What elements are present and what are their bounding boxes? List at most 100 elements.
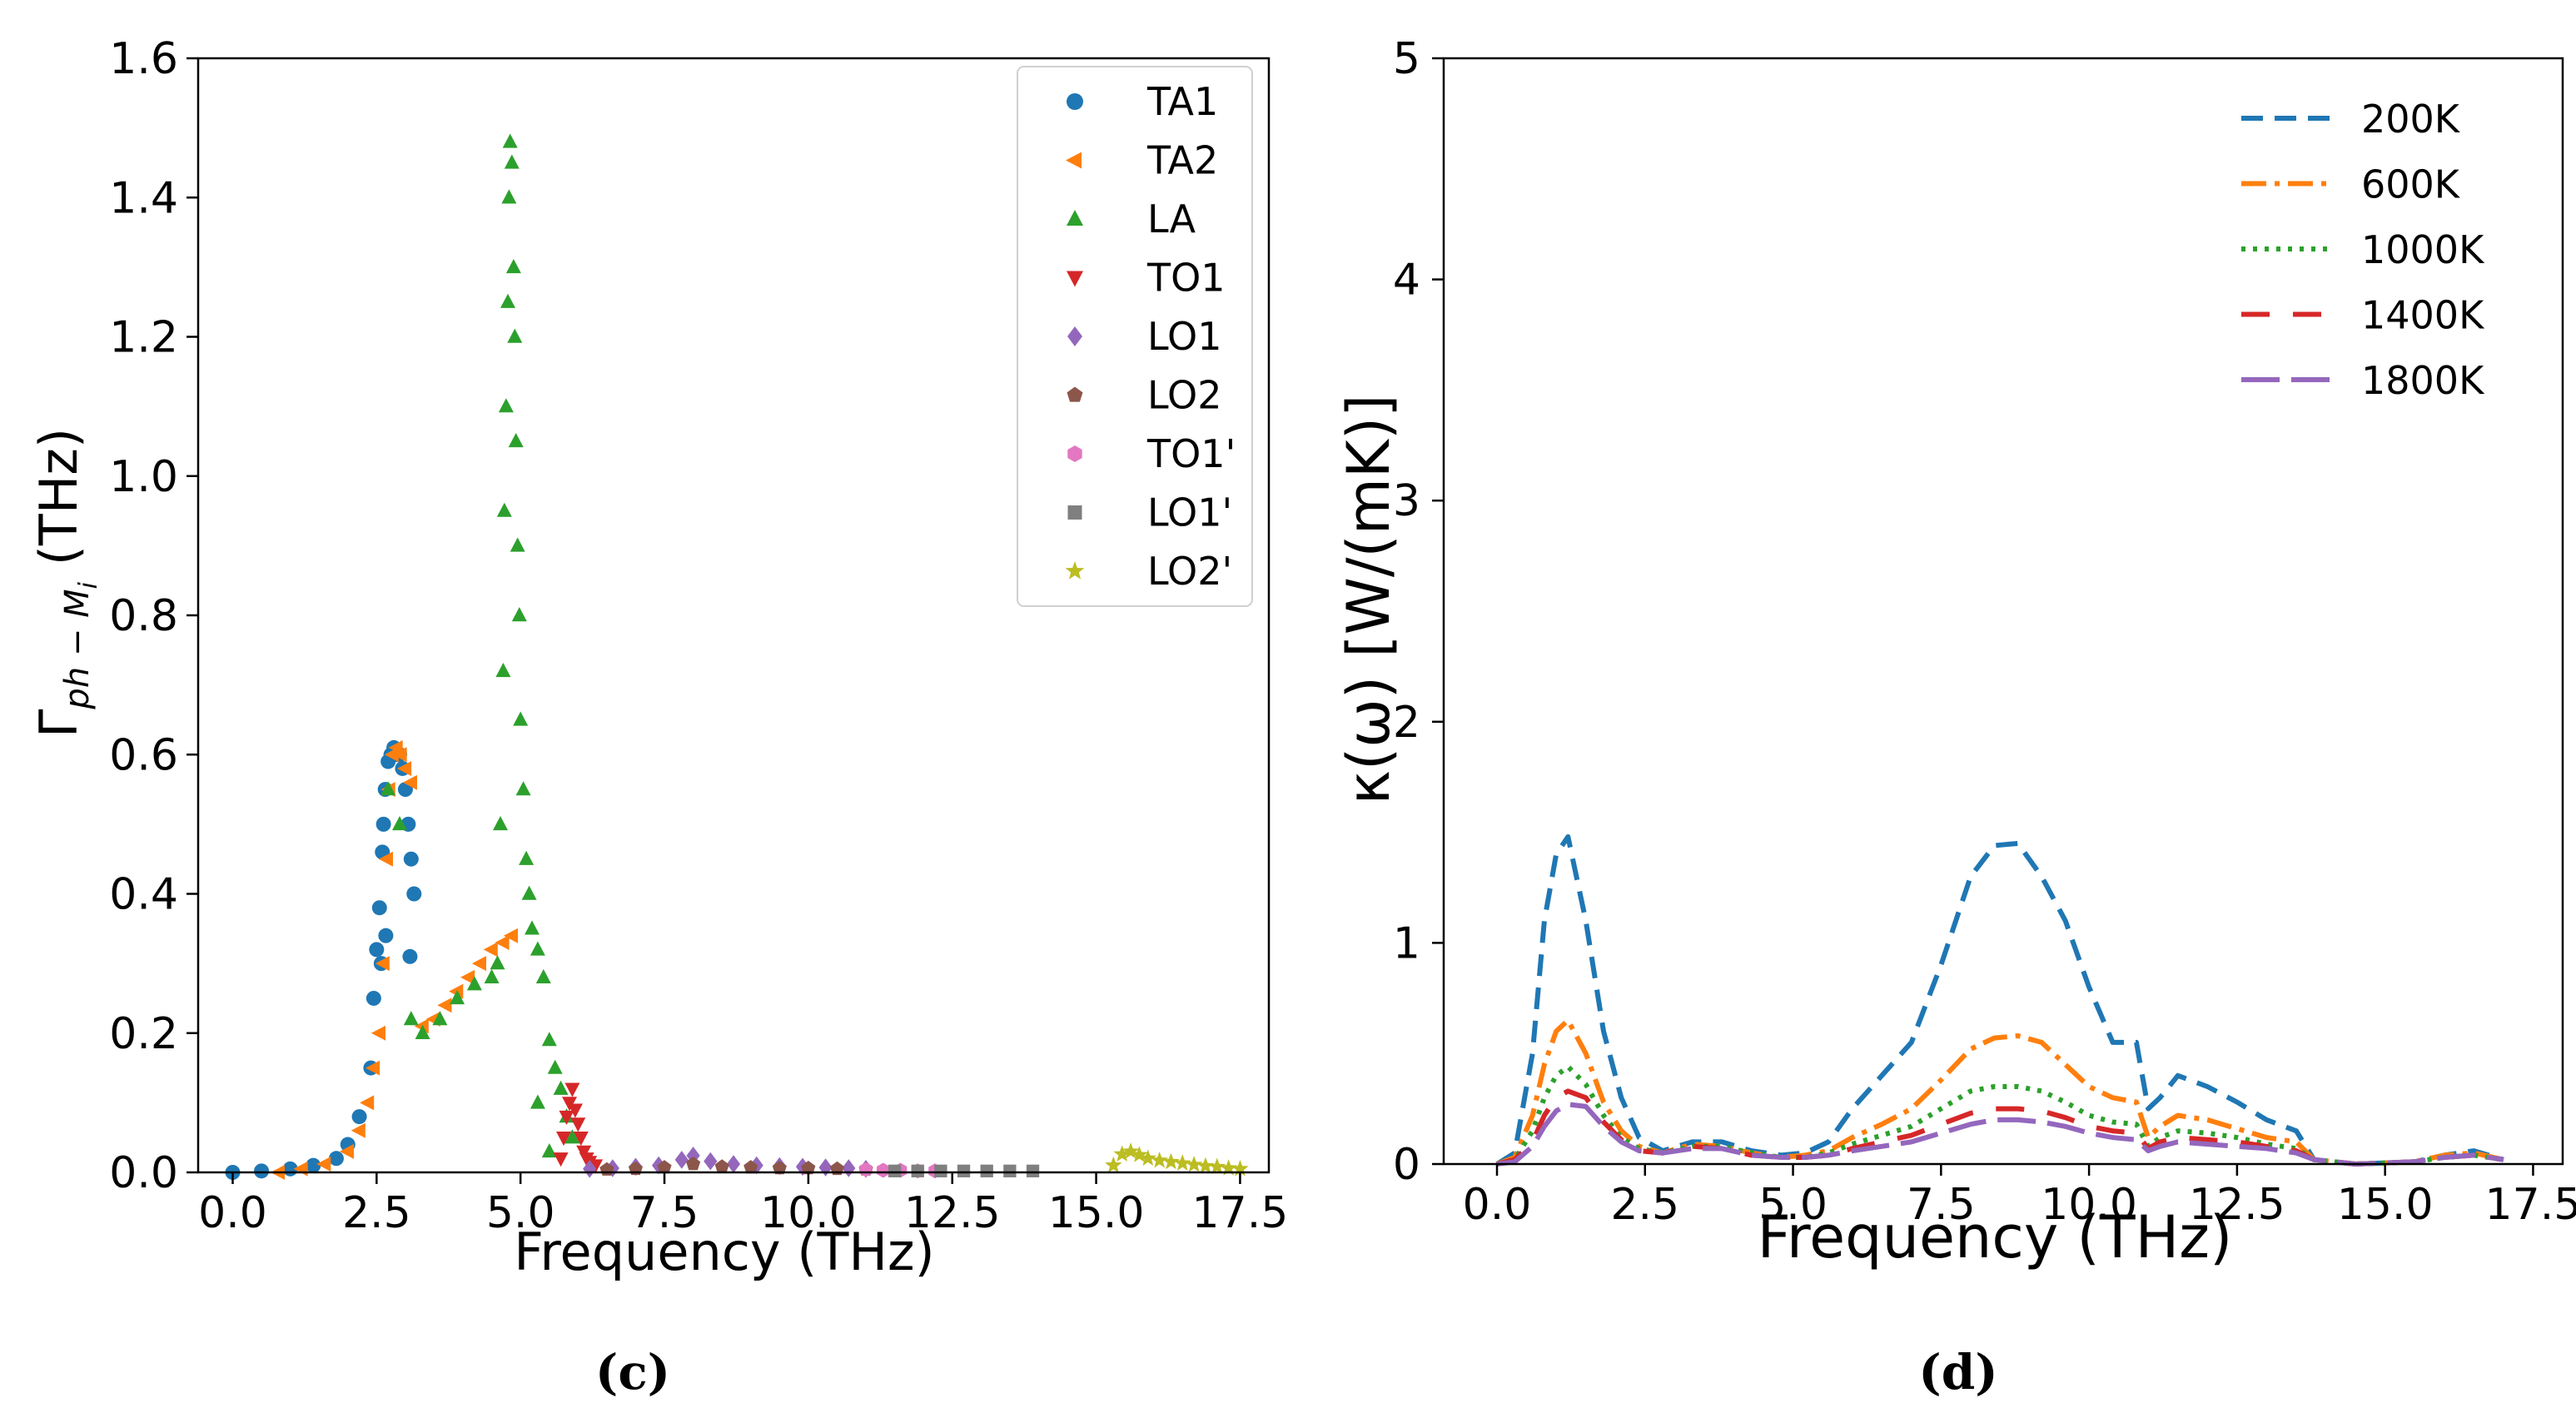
chart-d-plot-frame [1442,57,2564,1166]
point-la [493,816,508,831]
point-lo2 [1231,1160,1249,1177]
point-lo2 [1121,1142,1140,1159]
legend-item-200k: 200K [2241,97,2461,142]
legend-label: 1400K [2361,293,2485,338]
chart-c-legend-box [1017,66,1253,607]
point-ta1 [402,948,418,964]
point-lo2 [1208,1157,1226,1174]
point-ta2 [370,1025,385,1041]
x-tick-label: 12.5 [2189,1180,2285,1230]
legend-marker-to1 [1067,271,1083,287]
point-lo2 [1162,1152,1180,1170]
legend-label: TA2 [1146,138,1218,183]
legend-label: LA [1147,197,1196,241]
series-lo1 [888,1164,1040,1177]
x-tick-label: 2.5 [1610,1180,1679,1230]
x-tick-label: 15.0 [2337,1180,2434,1230]
series-line-1000k [1496,1064,2504,1167]
legend-label: LO2 [1147,373,1221,418]
legend-label: 200K [2361,97,2461,142]
point-ta2 [366,1060,380,1076]
legend-label: LO1 [1147,314,1221,359]
chart-c-legend: TA1 TA2 LA TO1 LO1 LO2 TO1' LO1' LO2' [1017,66,1253,607]
point-lo2 [1220,1159,1237,1176]
point-la [541,1032,557,1047]
y-tick-label: 3 [1393,476,1420,526]
point-to1 [877,1162,890,1178]
point-ta1 [328,1151,344,1167]
point-lo2 [686,1157,701,1171]
point-lo2 [1139,1149,1157,1166]
point-lo1 [888,1164,902,1177]
series-line-1800k [1496,1102,2504,1167]
point-la [495,663,511,678]
point-ta2 [339,1143,354,1159]
y-tick-label: 2 [1393,698,1420,748]
y-tick-label: 1.2 [109,313,178,363]
point-to1 [564,1082,580,1097]
point-la [519,850,535,865]
legend-label: TO1 [1146,256,1226,301]
y-tick-label: 0.2 [109,1009,178,1059]
point-la [504,154,520,169]
y-tick-label: 0.4 [109,870,178,920]
chart-c-ylabel-symbol: Γ [28,709,89,738]
point-lo2 [714,1159,729,1173]
legend-marker-ta1 [1067,93,1083,110]
legend-item-lo2: LO2 [1067,373,1221,418]
point-la [510,537,525,552]
point-to1 [567,1103,583,1118]
x-tick-label: 7.5 [630,1188,699,1238]
point-ta2 [483,942,498,958]
point-la [498,398,514,413]
y-tick-label: 1.4 [109,173,178,223]
point-la [490,955,505,970]
chart-d-xlabel: Frequency (THz) [1758,1203,2233,1271]
point-ta1 [378,928,394,943]
point-ta2 [351,1122,366,1138]
x-tick-label: 2.5 [342,1188,411,1238]
point-la [450,990,465,1005]
point-la [501,189,517,204]
legend-marker-ta2 [1066,152,1082,169]
point-la [500,293,515,308]
point-lo1 [1026,1164,1040,1177]
point-ta1 [351,1109,367,1125]
legend-marker-lo1 [1067,505,1082,520]
point-lo2 [1113,1145,1131,1162]
point-la [530,941,545,956]
legend-label: TO1' [1146,431,1236,476]
point-la [392,816,407,831]
point-la [513,711,529,726]
legend-item-la: LA [1067,197,1196,241]
y-tick-label: 1.6 [109,34,178,84]
point-ta2 [437,998,452,1013]
legend-marker-lo2 [1065,561,1085,580]
point-lo1 [980,1164,993,1177]
legend-item-lo1: LO1 [1067,314,1221,359]
y-tick-label: 4 [1393,256,1420,306]
point-la [564,1129,580,1144]
point-la [484,968,500,983]
point-ta2 [402,774,417,790]
y-tick-label: 0.8 [109,591,178,641]
point-lo1 [704,1152,718,1171]
legend-marker-la [1067,210,1083,226]
point-la [530,1094,545,1109]
x-tick-label: 5.0 [1758,1180,1828,1230]
legend-label: 1800K [2361,358,2485,403]
point-la [507,328,523,343]
series-ta1 [225,739,422,1180]
point-la [380,781,396,796]
point-ta2 [397,761,412,776]
chart-c-plot-frame [196,57,1271,1174]
point-ta2 [471,956,486,972]
point-ta2 [360,1095,375,1111]
series-lo2 [1105,1142,1249,1177]
point-lo1 [1003,1164,1017,1177]
point-ta1 [403,851,419,867]
legend-item-ta1: TA1 [1067,79,1218,124]
chart-c: 0.0 2.5 5.0 7.5 10.0 12.5 15.0 17.5 0.00.20.40.… [28,34,1288,1401]
y-tick-label: 0.6 [109,730,178,780]
